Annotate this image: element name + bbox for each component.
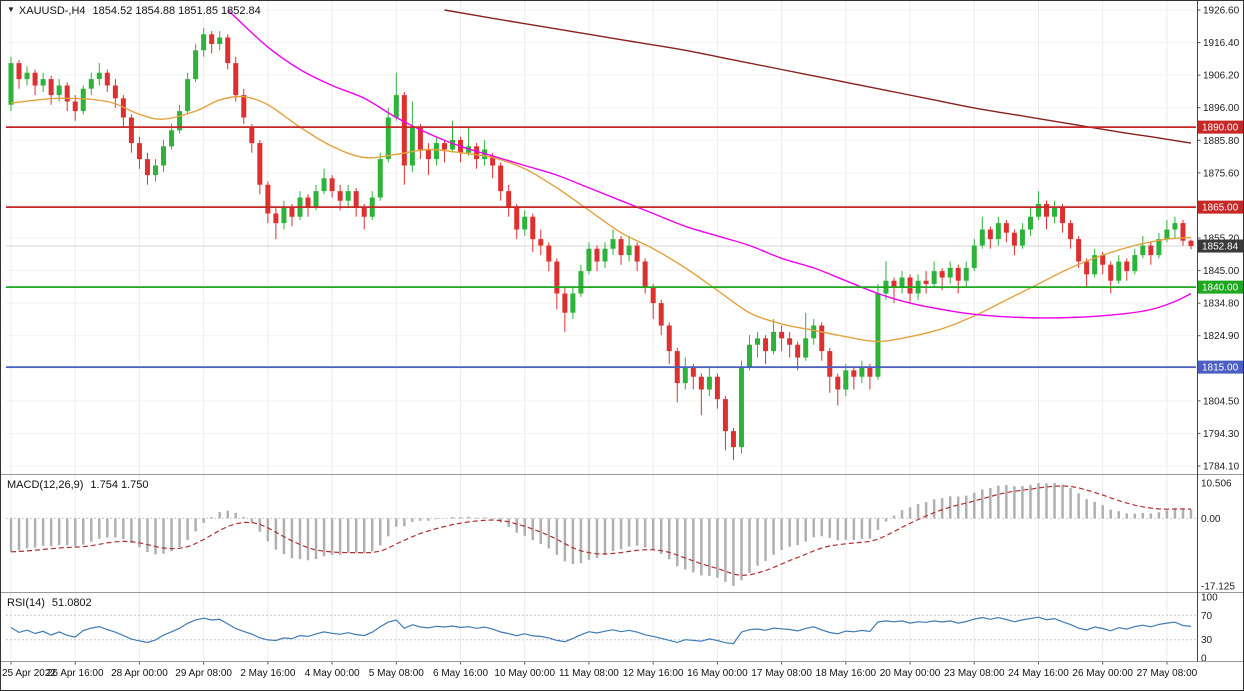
svg-text:1824.90: 1824.90 [1203, 331, 1240, 342]
symbol-period-label: XAUUSD-,H4 [18, 5, 86, 17]
svg-text:1865.00: 1865.00 [1202, 203, 1239, 214]
svg-text:1926.60: 1926.60 [1203, 6, 1240, 17]
ohlc-values: 1854.52 1854.88 1851.85 1852.84 [92, 5, 261, 17]
ma-medium-magenta [227, 9, 1192, 319]
time-label: 10 May 00:00 [494, 668, 555, 679]
macd-signal-line [10, 485, 1192, 577]
ma-slow-darkred [444, 9, 1192, 144]
time-label: 4 May 00:00 [305, 668, 360, 679]
svg-text:-17.125: -17.125 [1201, 582, 1235, 593]
rsi-panel: 100 70 30 0 [6, 593, 1218, 665]
svg-text:1845.00: 1845.00 [1203, 266, 1240, 277]
svg-text:100: 100 [1201, 593, 1218, 604]
svg-text:1794.30: 1794.30 [1203, 429, 1240, 440]
rsi-value: 51.0802 [51, 597, 92, 609]
current-price-tag [1198, 239, 1243, 253]
time-label: 28 Apr 00:00 [111, 668, 168, 679]
svg-text:1815.00: 1815.00 [1202, 363, 1239, 374]
symbol-list-toggle-icon[interactable]: ▼ [7, 5, 15, 14]
time-label: 5 May 08:00 [369, 668, 424, 679]
svg-text:1834.80: 1834.80 [1203, 299, 1240, 310]
macd-indicator-label: MACD(12,26,9) 1.754 1.750 [7, 479, 149, 491]
horizontal-levels-layer[interactable] [6, 126, 1196, 368]
time-label: 29 Apr 08:00 [175, 668, 232, 679]
time-label: 27 May 08:00 [1137, 668, 1198, 679]
time-label: 12 May 16:00 [623, 668, 684, 679]
time-label: 16 May 00:00 [687, 668, 748, 679]
macd-histogram [9, 483, 1193, 586]
rsi-line [10, 616, 1192, 645]
rsi-indicator-label: RSI(14) 51.0802 [7, 597, 92, 609]
svg-text:1840.00: 1840.00 [1202, 283, 1239, 294]
time-label: 26 May 00:00 [1072, 668, 1133, 679]
svg-text:70: 70 [1201, 611, 1213, 622]
time-label: 6 May 16:00 [433, 668, 488, 679]
ma-fast-orange [10, 95, 1192, 343]
svg-text:1896.00: 1896.00 [1203, 103, 1240, 114]
svg-text:30: 30 [1201, 635, 1213, 646]
price-axis: 1926.60 1916.40 1906.20 1896.00 1885.80 1875.… [1197, 6, 1243, 473]
macd-values: 1.754 1.750 [90, 479, 149, 491]
rsi-name: RSI(14) [7, 597, 45, 609]
svg-text:0.00: 0.00 [1201, 514, 1221, 525]
svg-text:1852.84: 1852.84 [1202, 242, 1239, 253]
svg-text:1916.40: 1916.40 [1203, 38, 1240, 49]
time-label: 25 Apr 2022 [2, 668, 56, 679]
grid-layer [6, 0, 1196, 662]
time-label: 23 May 08:00 [944, 668, 1005, 679]
time-label: 24 May 16:00 [1008, 668, 1069, 679]
time-label: 11 May 08:00 [559, 668, 619, 679]
time-label: 17 May 08:00 [751, 668, 812, 679]
candles-layer [8, 27, 1194, 460]
svg-text:1885.80: 1885.80 [1203, 136, 1240, 147]
svg-text:1784.10: 1784.10 [1203, 462, 1240, 473]
svg-text:1906.20: 1906.20 [1203, 71, 1240, 82]
time-label: 18 May 16:00 [816, 668, 877, 679]
svg-text:1855.20: 1855.20 [1203, 234, 1240, 245]
svg-text:1804.50: 1804.50 [1203, 396, 1240, 407]
time-label: 2 May 16:00 [240, 668, 295, 679]
macd-name: MACD(12,26,9) [7, 479, 84, 491]
svg-text:1890.00: 1890.00 [1202, 123, 1239, 134]
svg-text:1875.60: 1875.60 [1203, 168, 1240, 179]
moving-averages-layer [10, 9, 1192, 343]
time-label: 20 May 00:00 [880, 668, 941, 679]
chart-title: ▼ XAUUSD-,H4 1854.52 1854.88 1851.85 1852.… [7, 5, 261, 17]
time-label: 26 Apr 16:00 [47, 668, 104, 679]
svg-text:10.506: 10.506 [1201, 479, 1232, 490]
macd-panel: 10.506 0.00 -17.125 [6, 479, 1235, 593]
svg-text:0: 0 [1201, 654, 1207, 665]
